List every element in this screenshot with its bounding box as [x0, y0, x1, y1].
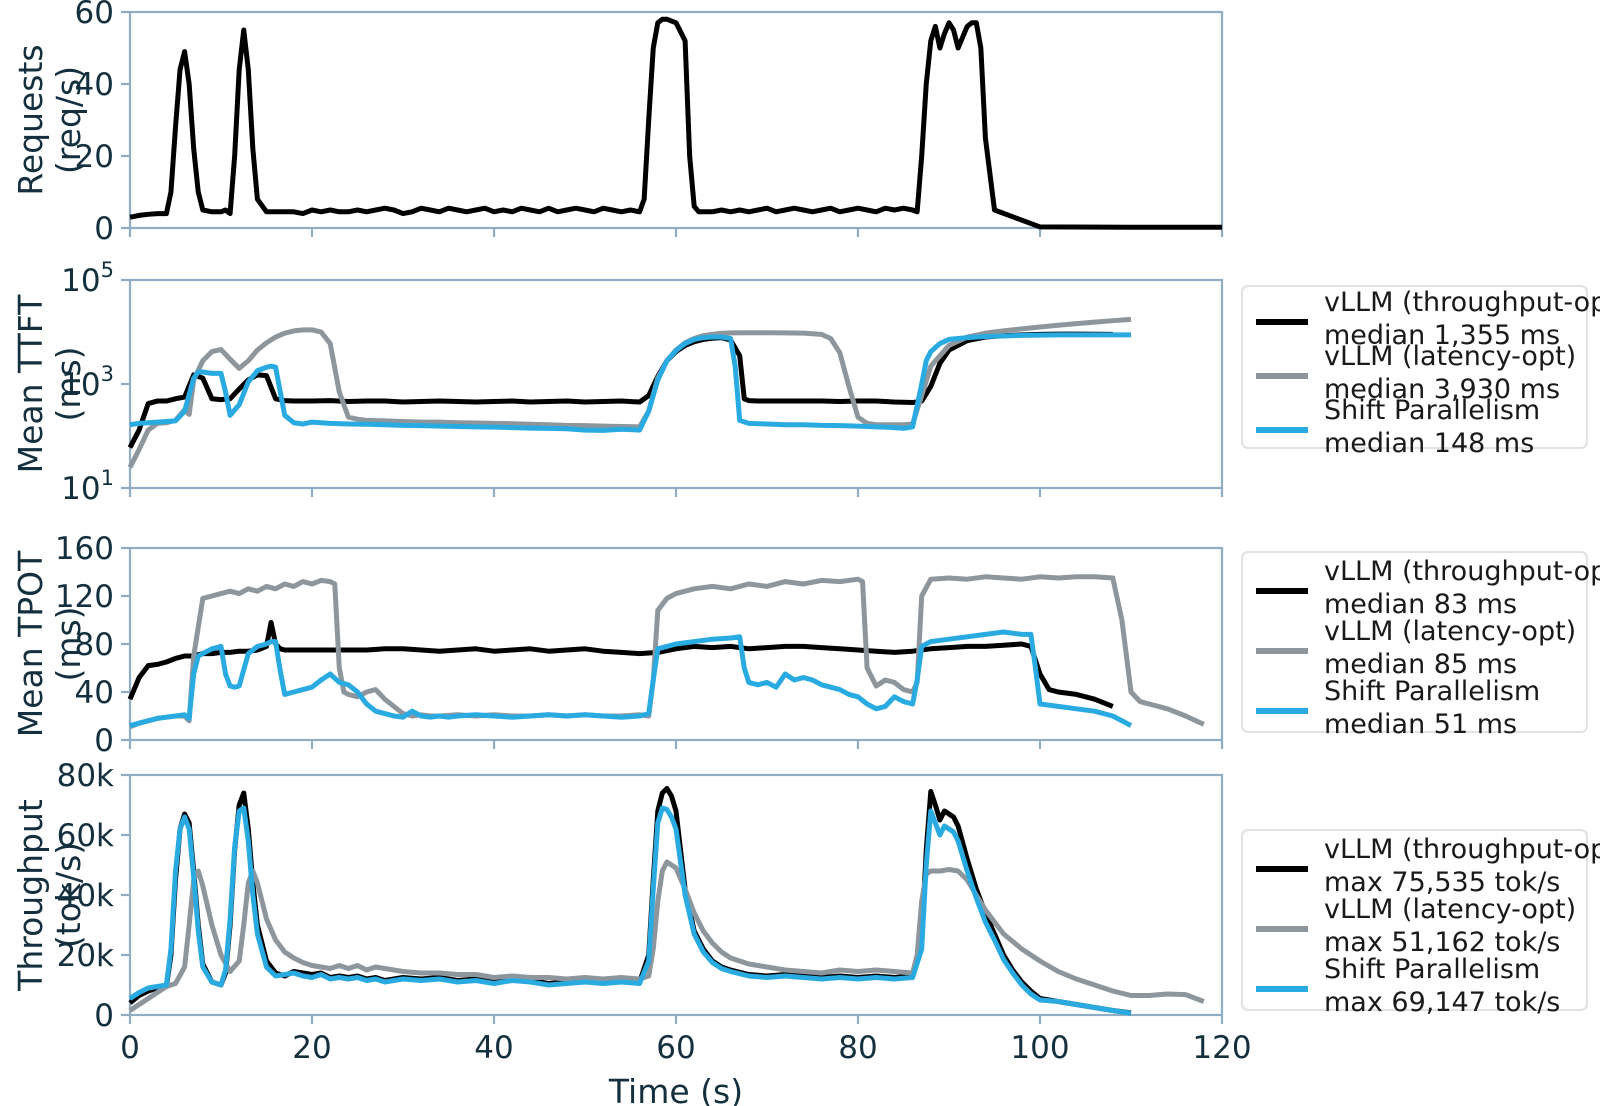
legend-box: [1241, 285, 1588, 449]
ylabel-requests: Requests (req/s): [11, 44, 88, 195]
legend-label-line1: Shift Parallelism: [1324, 954, 1540, 985]
legend-label-line1: Shift Parallelism: [1324, 395, 1540, 426]
y-tick-label-tpot: 0: [94, 723, 114, 759]
x-tick-label: 120: [1192, 1030, 1251, 1066]
y-tick-label-requests: 60: [75, 0, 114, 31]
legend-label-line2: max 75,535 tok/s: [1324, 867, 1560, 898]
legend-box: [1241, 829, 1588, 1011]
y-tick-label-throughput: 20k: [57, 938, 114, 974]
series-line: [129, 16, 1222, 230]
y-tick-label-ttft: 105: [61, 258, 114, 299]
legend-label-line2: median 1,355 ms: [1324, 320, 1560, 351]
legend-label-line1: vLLM (latency-opt): [1324, 341, 1576, 372]
panel-throughput: 0 20k 40k 60k 80k 0 20 40 60 80 100 120 Throughput (t…: [11, 758, 1252, 1106]
series-line: [128, 805, 1132, 1016]
series-line: [129, 629, 1133, 729]
ylabel-line1: Throughput: [11, 799, 50, 992]
y-tick-label-throughput: 0: [94, 998, 114, 1034]
x-tick-label: 40: [474, 1030, 513, 1066]
x-tick-label: 100: [1010, 1030, 1069, 1066]
ylabel-throughput: Throughput (tok/s): [11, 799, 88, 992]
y-tick-label-requests: 0: [94, 211, 114, 247]
legend-label-line2: median 51 ms: [1324, 709, 1517, 740]
legend-label-line2: median 148 ms: [1324, 428, 1534, 459]
ylabel-line2: (tok/s): [49, 842, 88, 948]
legend-label-line1: vLLM (throughput-opt): [1324, 556, 1600, 587]
ylabel-line1: Mean TPOT: [11, 550, 50, 737]
legend-label-line2: median 3,930 ms: [1324, 374, 1560, 405]
axes-frame-requests: [128, 10, 1224, 230]
legend-label-line1: vLLM (latency-opt): [1324, 616, 1576, 647]
xlabel: Time (s): [608, 1072, 743, 1106]
series-line: [127, 619, 1114, 709]
legend-box: [1241, 551, 1588, 733]
x-tick-label: 20: [292, 1030, 331, 1066]
ylabel-line2: (ms): [49, 606, 88, 681]
ylabel-line2: (req/s): [49, 66, 88, 174]
ylabel-line2: (ms): [49, 346, 88, 421]
series-line: [128, 859, 1205, 1013]
ylabel-ttft: Mean TTFT (ms): [11, 294, 88, 474]
legend-ttft: vLLM (throughput-opt)median 1,355 msvLLM…: [1241, 285, 1600, 459]
legend-label-line1: Shift Parallelism: [1324, 676, 1540, 707]
legend-label-line2: median 83 ms: [1324, 589, 1517, 620]
y-tick-label-requests: 40: [75, 67, 114, 103]
y-tick-label-tpot: 120: [55, 579, 114, 615]
ylabel-line1: Requests: [11, 44, 50, 195]
legend-label-line2: max 51,162 tok/s: [1324, 927, 1560, 958]
ylabel-line1: Mean TTFT: [11, 294, 50, 474]
y-tick-label-ttft: 101: [61, 466, 114, 507]
legend-label-line2: median 85 ms: [1324, 649, 1517, 680]
x-tick-label: 60: [656, 1030, 695, 1066]
y-tick-label-tpot: 40: [75, 675, 114, 711]
y-tick-label-tpot: 80: [75, 627, 114, 663]
legend-label-line1: vLLM (throughput-opt): [1324, 834, 1600, 865]
y-tick-label-requests: 20: [75, 139, 114, 175]
x-tick-label: 0: [120, 1030, 140, 1066]
panel-requests: 0 20 40 60 Requests (req/s): [11, 0, 1224, 247]
x-tick-label: 80: [838, 1030, 877, 1066]
ylabel-tpot: Mean TPOT (ms): [11, 550, 88, 737]
legend-throughput: vLLM (throughput-opt)max 75,535 tok/svLL…: [1241, 829, 1600, 1018]
legend-label-line2: max 69,147 tok/s: [1324, 987, 1560, 1018]
legend-label-line1: vLLM (latency-opt): [1324, 894, 1576, 925]
y-tick-label-throughput: 60k: [57, 818, 114, 854]
y-tick-label-throughput: 40k: [57, 878, 114, 914]
y-tick-label-tpot: 160: [55, 531, 114, 567]
legend-label-line1: vLLM (throughput-opt): [1324, 287, 1600, 318]
y-tick-label-throughput: 80k: [57, 758, 114, 794]
series-line: [129, 332, 1131, 433]
axes-frame-ttft: [128, 278, 1224, 490]
